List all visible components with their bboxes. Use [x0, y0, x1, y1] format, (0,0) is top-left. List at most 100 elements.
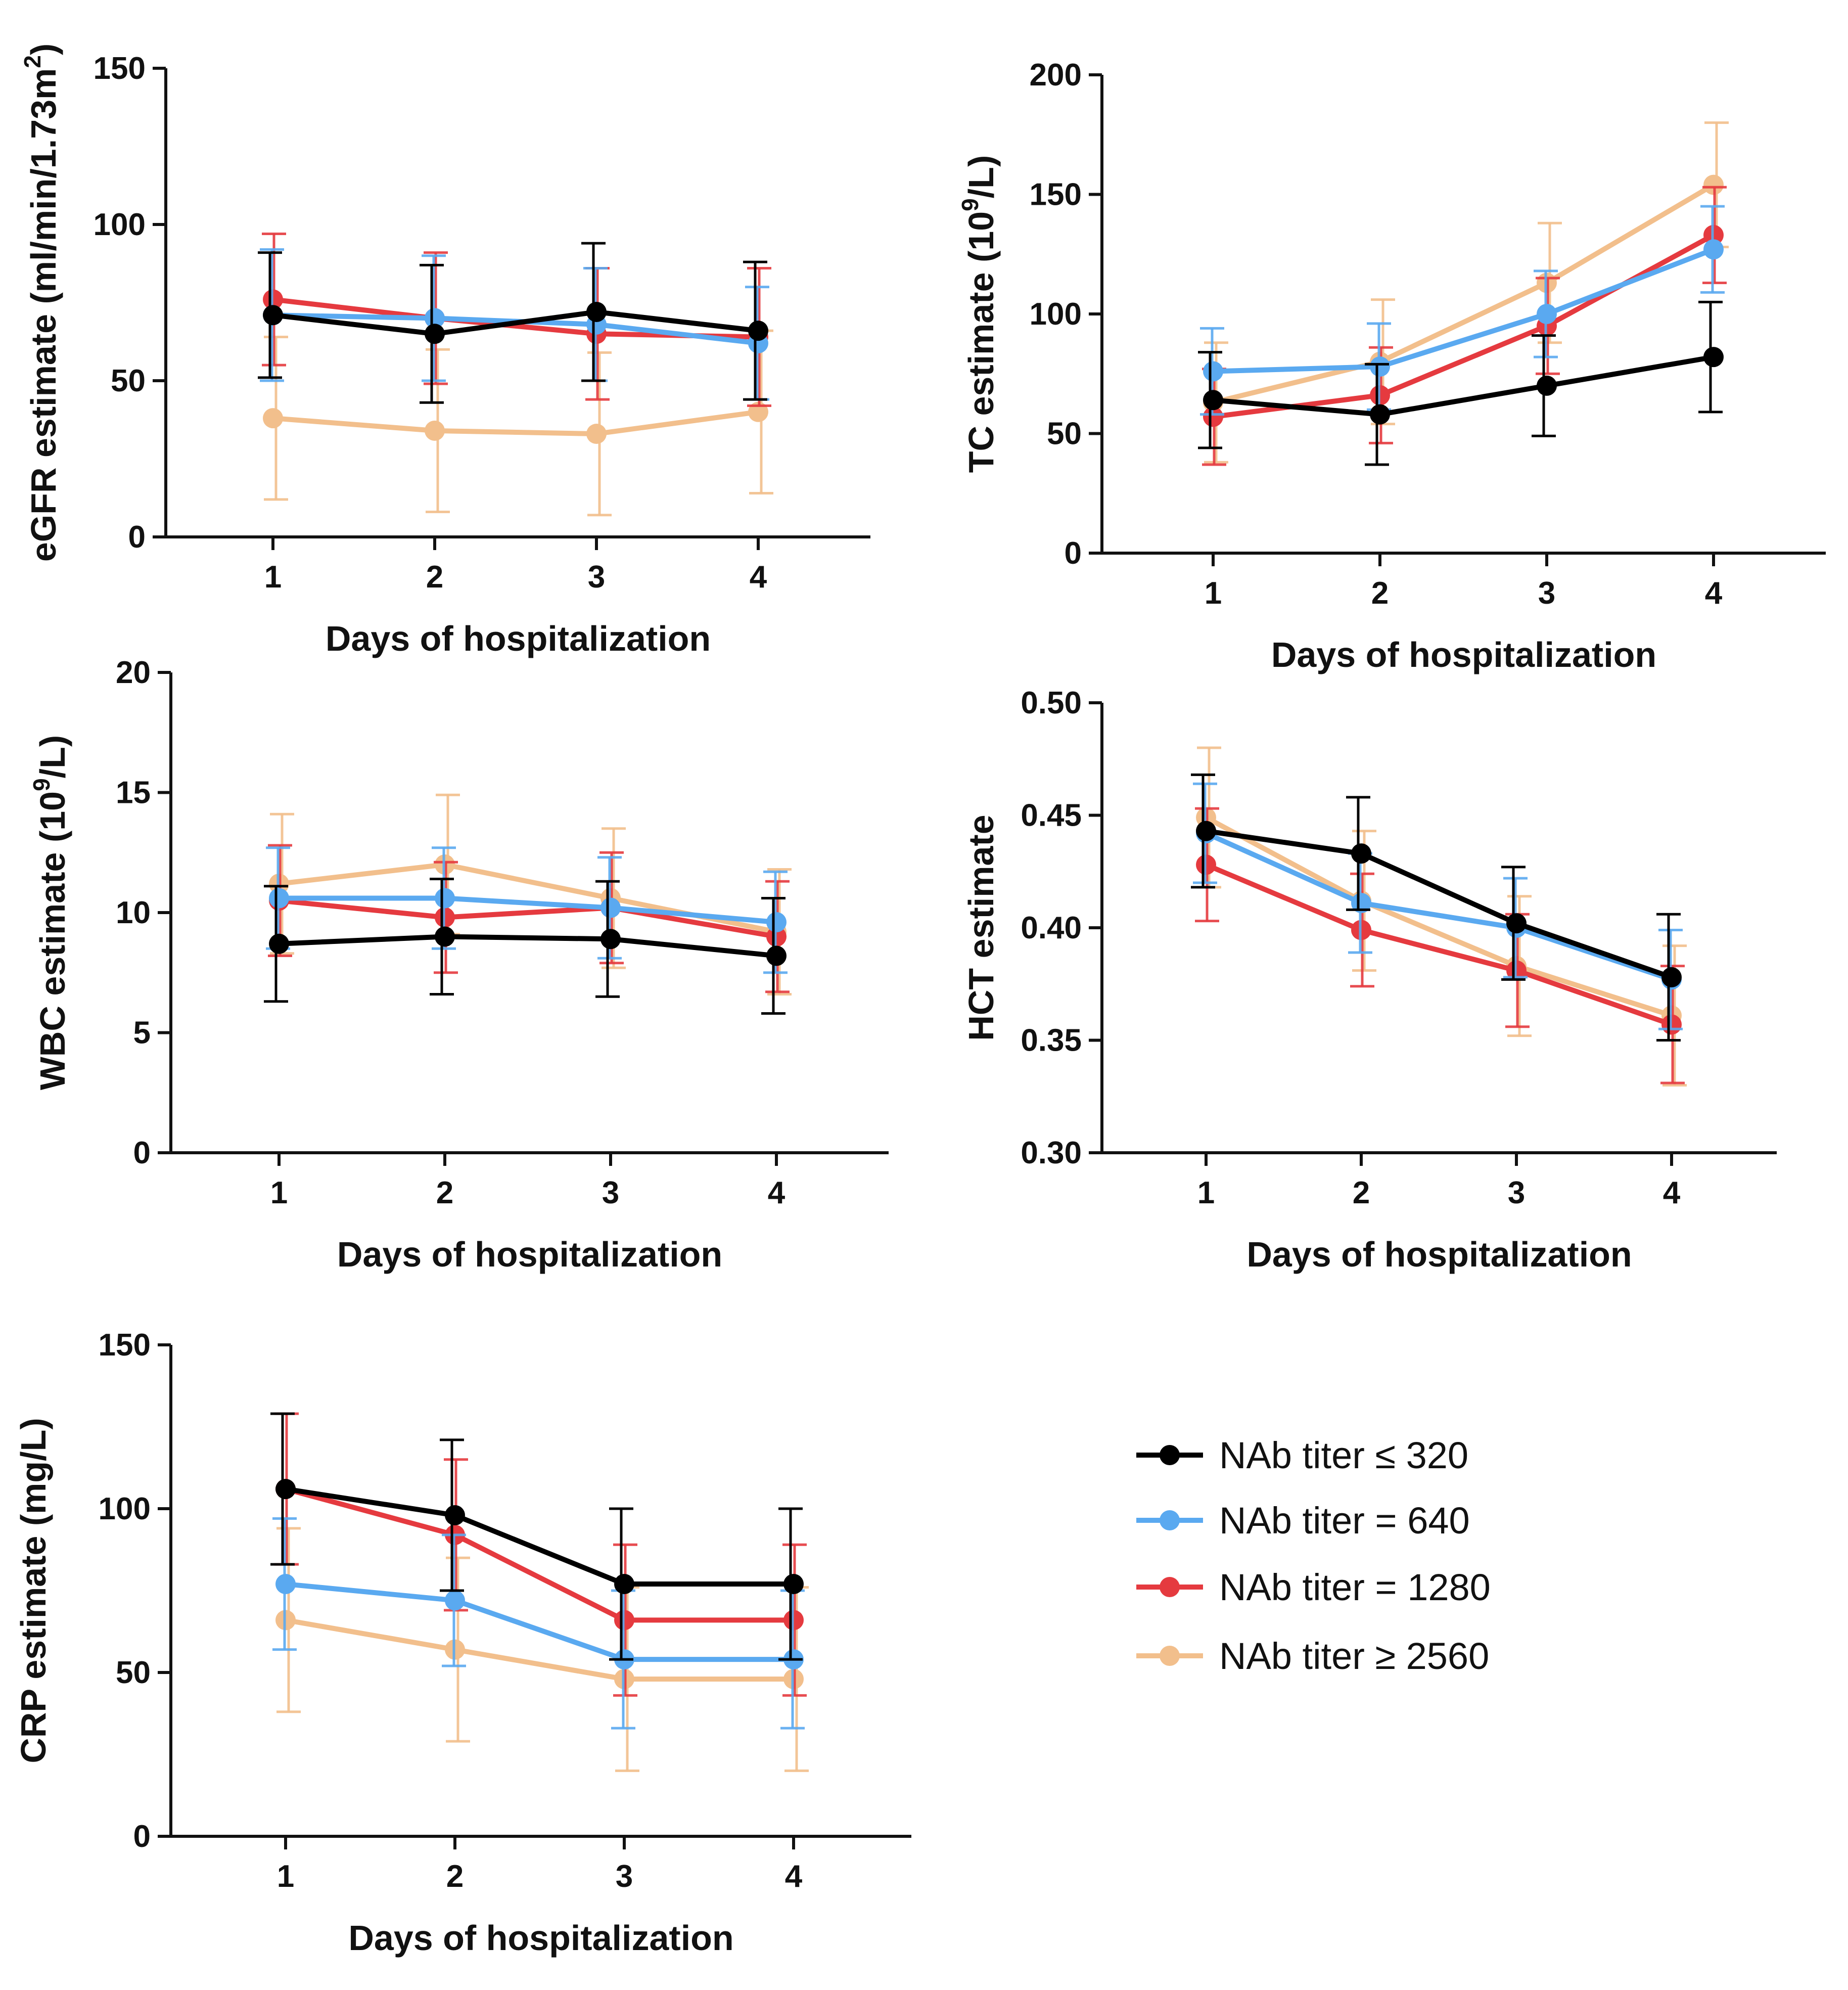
x-axis-title: Days of hospitalization	[1271, 635, 1656, 674]
legend: NAb titer ≤ 320 NAb titer = 640 NAb titer …	[1136, 1434, 1491, 1677]
y-axis-title-superscript: 9	[957, 198, 983, 211]
series-line	[1213, 233, 1715, 420]
data-point	[766, 945, 787, 966]
y-axis-title-suffix: )	[24, 43, 63, 55]
data-point	[1661, 967, 1682, 987]
data-point	[1537, 304, 1557, 324]
legend-label: NAb titer = 640	[1219, 1500, 1470, 1542]
x-tick-label: 3	[602, 1175, 619, 1210]
x-axis-title: Days of hospitalization	[1246, 1235, 1632, 1274]
legend-item: NAb titer = 640	[1136, 1500, 1470, 1542]
x-tick-label: 2	[1371, 576, 1389, 611]
data-point	[445, 1505, 465, 1525]
series-line	[285, 1617, 794, 1682]
legend-label: NAb titer = 1280	[1219, 1566, 1491, 1608]
x-tick-label: 3	[1508, 1175, 1525, 1210]
series-3	[269, 793, 792, 996]
data-point	[1203, 361, 1223, 382]
y-tick-label: 200	[1030, 58, 1082, 93]
legend-marker	[1160, 1646, 1180, 1666]
chart-wbc: 0 5 10 15 20 1 2 3 4 Days of hospitalization WBC e…	[28, 655, 889, 1274]
data-point	[263, 305, 283, 326]
data-point	[614, 1574, 634, 1595]
data-point	[1203, 390, 1223, 411]
series-3	[1203, 121, 1729, 464]
x-axis-title: Days of hospitalization	[326, 619, 711, 658]
x-tick-label: 4	[1705, 576, 1723, 611]
y-tick-label: 0.50	[1021, 686, 1082, 720]
series-line	[285, 1486, 794, 1587]
data-point	[783, 1574, 804, 1595]
y-axis-title: TC estimate (109/L)	[957, 155, 1001, 473]
legend-marker	[1160, 1445, 1180, 1465]
data-point	[263, 408, 283, 429]
data-point	[269, 888, 289, 909]
data-point	[269, 933, 289, 954]
data-point	[586, 424, 607, 444]
y-axis-title-suffix: /L)	[33, 735, 72, 779]
data-point	[766, 912, 787, 932]
y-tick-label: 0	[128, 520, 146, 555]
x-tick-label: 1	[277, 1859, 294, 1894]
y-axis-title-superscript: 2	[19, 55, 45, 68]
y-axis-title-text: HCT estimate	[961, 815, 1001, 1041]
y-tick-label: 100	[1030, 297, 1082, 332]
data-point	[1351, 843, 1371, 864]
x-tick-label: 1	[270, 1175, 288, 1210]
series-0	[258, 242, 768, 404]
x-axis-title: Days of hospitalization	[337, 1235, 722, 1274]
series-2	[274, 1412, 807, 1697]
series-line	[279, 934, 777, 959]
y-tick-label: 0	[133, 1136, 151, 1170]
series-1	[1193, 782, 1683, 1030]
data-point	[1370, 356, 1390, 377]
y-tick-label: 50	[111, 364, 146, 398]
y-tick-label: 150	[94, 51, 146, 86]
x-tick-label: 4	[785, 1859, 803, 1894]
series-line	[272, 312, 759, 346]
y-tick-label: 150	[1030, 177, 1082, 212]
data-point	[1703, 174, 1724, 195]
legend-marker	[1160, 1577, 1180, 1597]
data-point	[425, 324, 445, 344]
x-tick-label: 4	[1663, 1175, 1681, 1210]
y-tick-label: 0.30	[1021, 1136, 1082, 1170]
data-point	[435, 926, 455, 947]
series-line	[272, 409, 759, 437]
x-tick-label: 2	[446, 1859, 464, 1894]
data-point	[600, 929, 621, 949]
data-point	[1203, 406, 1223, 427]
series-line	[279, 898, 777, 939]
series-line	[1213, 247, 1715, 374]
data-point	[748, 321, 768, 341]
series-line	[1213, 354, 1714, 417]
y-tick-label: 10	[116, 895, 151, 930]
y-axis-title: WBC estimate (109/L)	[28, 735, 72, 1090]
y-tick-label: 100	[99, 1491, 151, 1526]
y-axis-title-text: TC estimate (10	[961, 211, 1001, 473]
series-1	[1200, 205, 1725, 416]
y-tick-label: 50	[116, 1655, 151, 1690]
series-line	[1205, 815, 1673, 1018]
chart-hct: 0.30 0.35 0.40 0.45 0.50 1 2 3 4 Days of hospital…	[961, 686, 1777, 1274]
legend-marker	[1160, 1510, 1180, 1530]
series-line	[1212, 183, 1715, 405]
y-axis-title: eGFR estimate (ml/min/1.73m2)	[19, 43, 63, 562]
data-point	[600, 897, 621, 918]
x-tick-label: 3	[588, 560, 605, 595]
data-point	[275, 1574, 296, 1595]
series-line	[285, 1486, 794, 1623]
legend-item: NAb titer ≥ 2560	[1136, 1635, 1489, 1677]
series-0	[264, 878, 787, 1015]
y-axis-title-superscript: 9	[28, 778, 55, 791]
data-point	[1703, 239, 1724, 260]
data-point	[1196, 821, 1216, 841]
y-tick-label: 0.45	[1021, 798, 1082, 833]
series-0	[270, 1412, 804, 1661]
y-axis-title-text: WBC estimate (10	[33, 791, 72, 1090]
data-point	[425, 308, 445, 329]
y-tick-label: 100	[94, 207, 146, 242]
data-point	[1351, 893, 1371, 914]
chart-egfr: 0 50 100 150 1 2 3 4 Days of hospitalization eGFR…	[19, 43, 870, 658]
